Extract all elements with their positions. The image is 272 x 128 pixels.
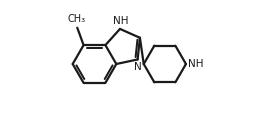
Text: N: N: [134, 62, 142, 72]
Text: CH₃: CH₃: [67, 14, 86, 24]
Text: NH: NH: [113, 16, 129, 26]
Text: NH: NH: [188, 59, 203, 69]
